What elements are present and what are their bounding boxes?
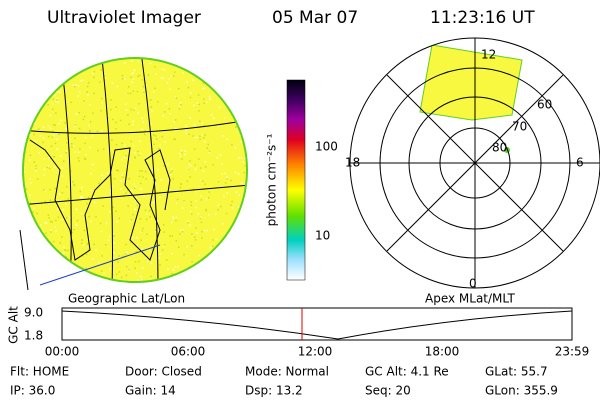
- status-field: GLat: 55.7: [485, 365, 548, 379]
- status-field: GC Alt: 4.1 Re: [365, 365, 449, 379]
- mlat-label: 80: [492, 141, 507, 155]
- time: 11:23:16 UT: [430, 8, 535, 28]
- timeline-ytick: 1.8: [24, 329, 43, 343]
- mlat-label: 70: [512, 120, 527, 134]
- date: 05 Mar 07: [272, 8, 358, 28]
- timeline-xtick: 23:59: [555, 345, 590, 359]
- timeline-xtick: 12:00: [298, 345, 333, 359]
- status-field: Seq: 20: [365, 384, 411, 398]
- timeline-ytick: 9.0: [24, 306, 43, 320]
- mlt-label: 0: [469, 277, 477, 291]
- colorbar-label: photon cm⁻²s⁻¹: [265, 133, 279, 226]
- status-field: Dsp: 13.2: [245, 384, 303, 398]
- polar-plot: [349, 37, 600, 289]
- timeline-ylabel: GC Alt: [7, 306, 21, 344]
- image-label: Geographic Lat/Lon: [68, 292, 185, 306]
- colorbar: [286, 79, 306, 281]
- colorbar-tick: 100: [315, 140, 338, 154]
- status-field: Door: Closed: [125, 365, 202, 379]
- timeline: [61, 307, 573, 341]
- status-field: GLon: 355.9: [485, 384, 558, 398]
- timeline-xtick: 18:00: [425, 345, 460, 359]
- status-field: Mode: Normal: [245, 365, 329, 379]
- mlt-label: 6: [576, 156, 584, 170]
- timeline-xtick: 00:00: [45, 345, 80, 359]
- colorbar-tick: 10: [315, 229, 330, 243]
- timeline-xtick: 06:00: [171, 345, 206, 359]
- mlat-label: 60: [537, 98, 552, 112]
- status-field: Gain: 14: [125, 384, 176, 398]
- mlt-label: 18: [345, 156, 360, 170]
- earth-image: [19, 57, 248, 291]
- mlt-label: 12: [481, 48, 496, 62]
- image-label: Apex MLat/MLT: [425, 292, 515, 306]
- instrument: Ultraviolet Imager: [47, 8, 201, 28]
- status-field: Flt: HOME: [10, 365, 69, 379]
- status-field: IP: 36.0: [10, 384, 55, 398]
